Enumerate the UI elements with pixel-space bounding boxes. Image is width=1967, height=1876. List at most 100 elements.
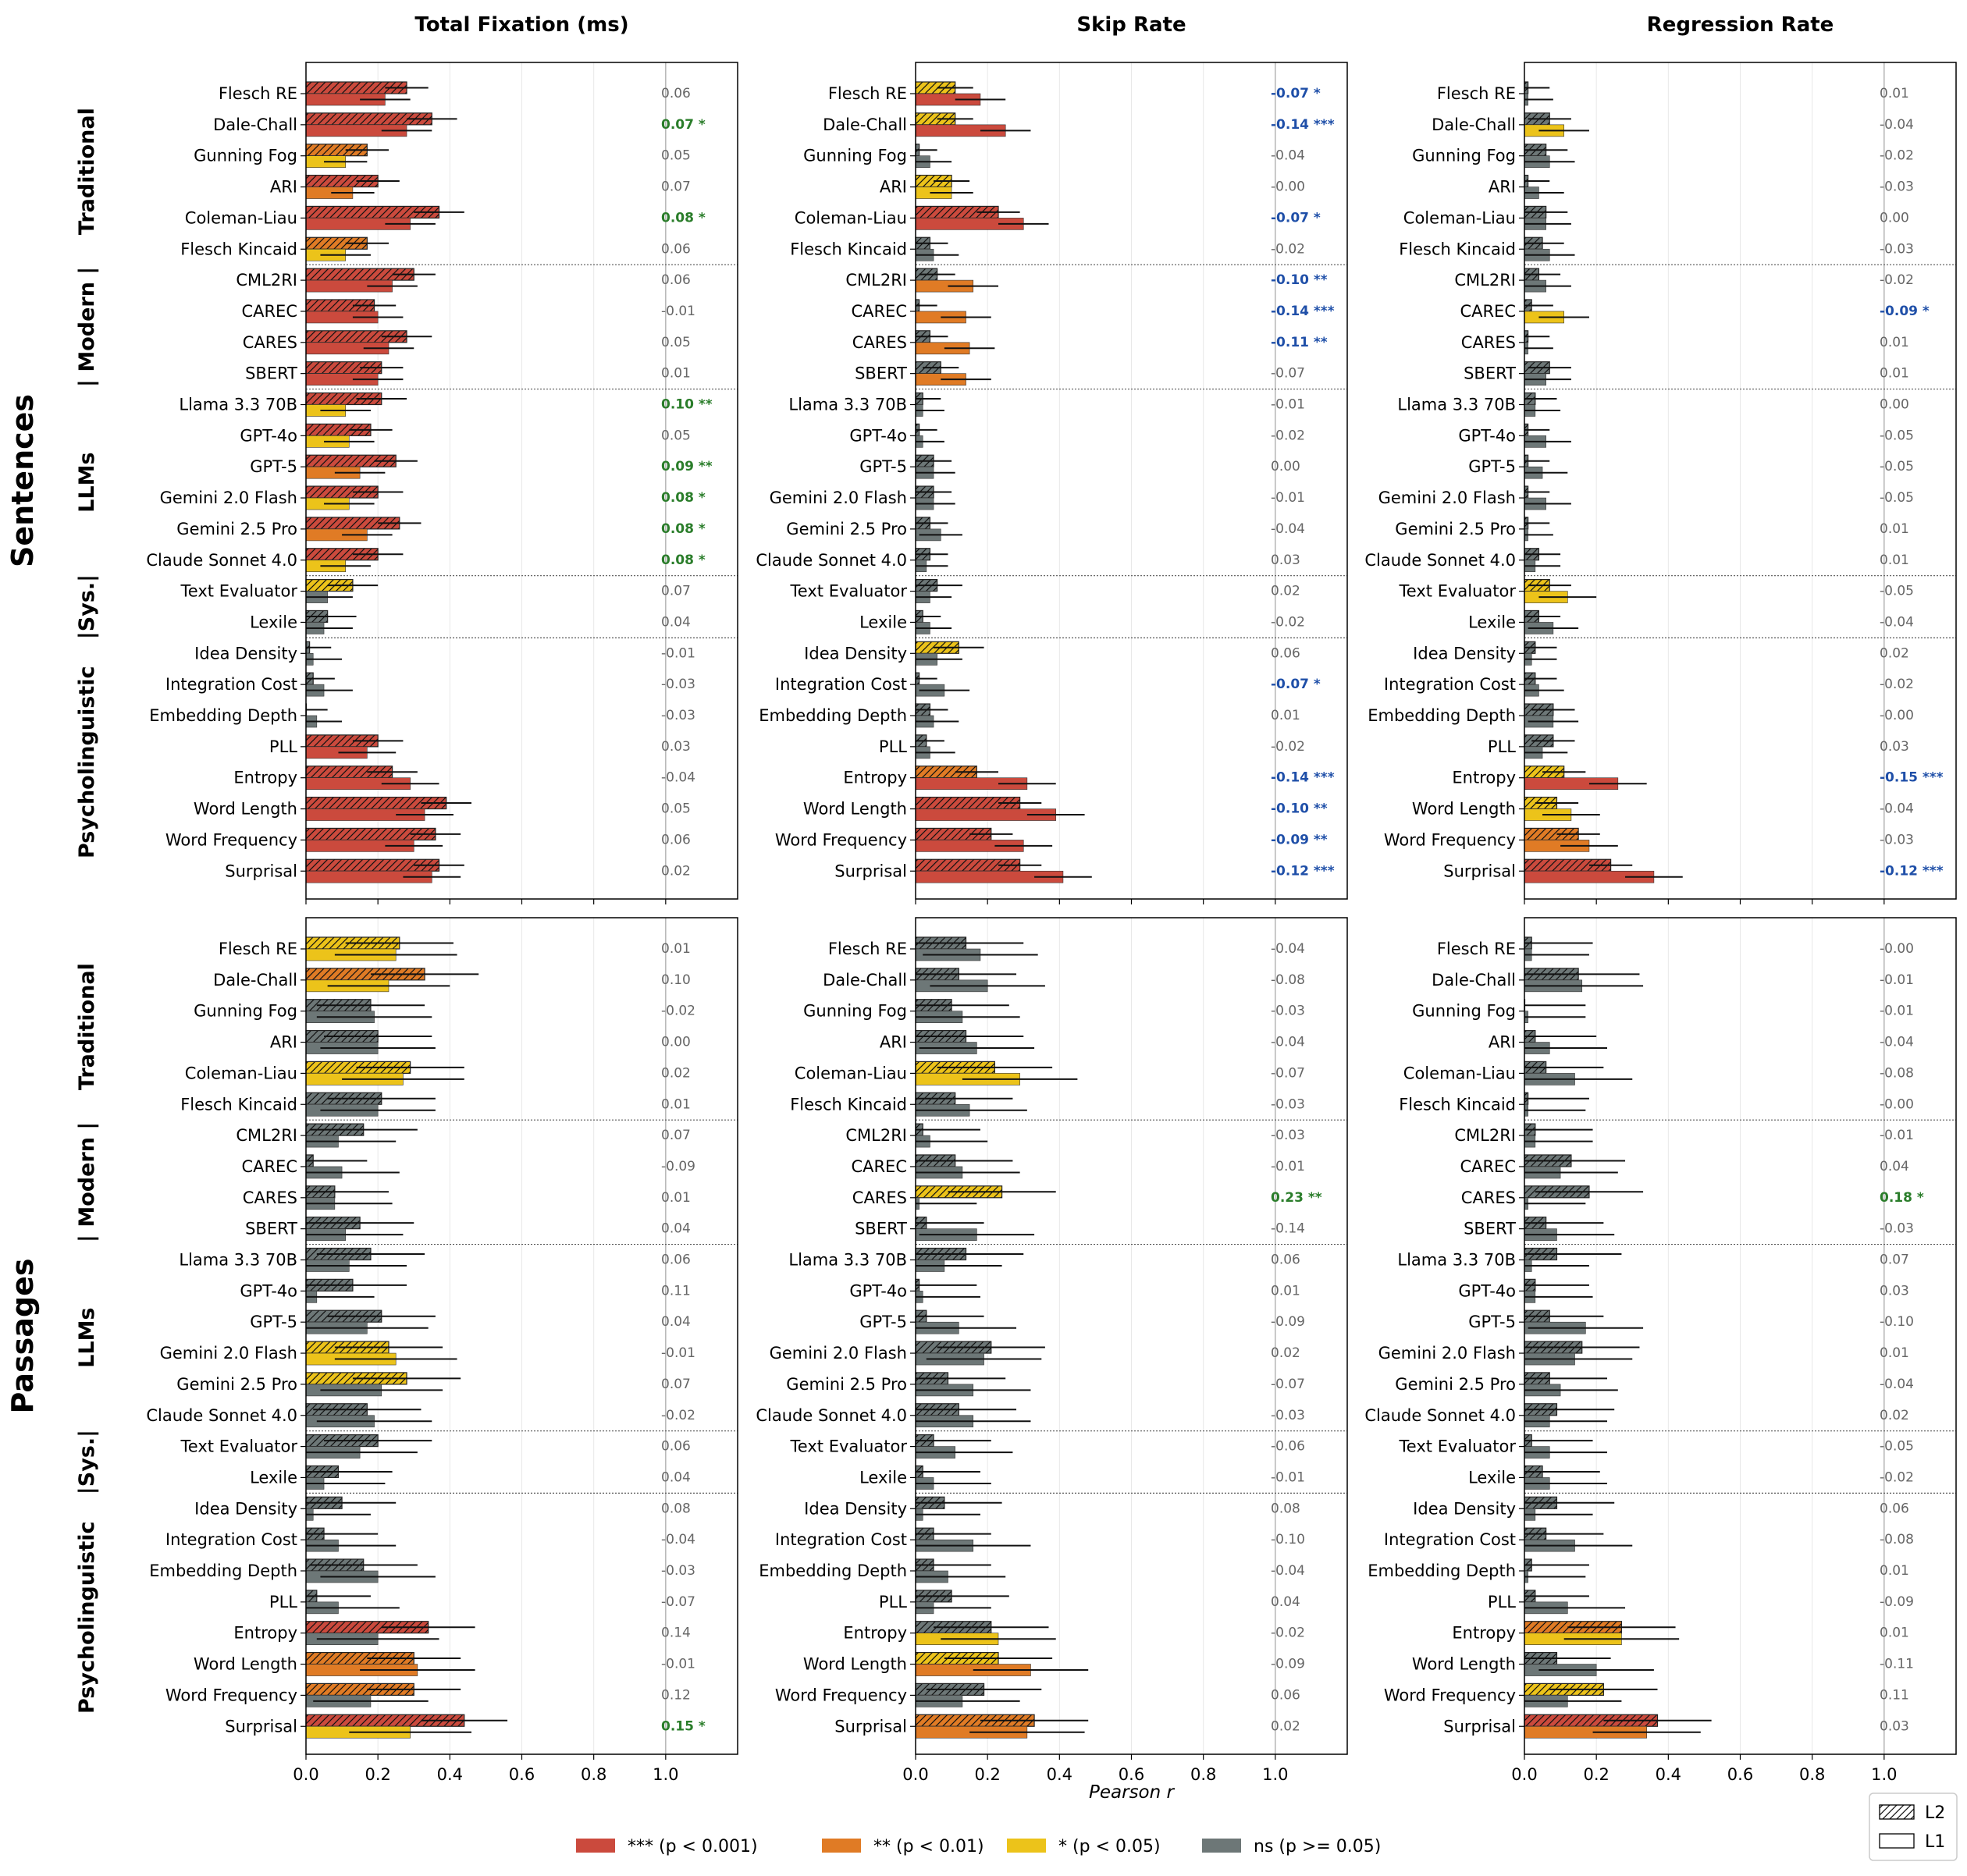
y-tick-label: Entropy	[233, 1624, 297, 1643]
diff-label: -0.04	[661, 1532, 695, 1547]
diff-label: -0.12 ***	[1880, 863, 1944, 879]
y-tick-label: GPT-5	[250, 1313, 297, 1331]
diff-label: -0.08	[1880, 1532, 1914, 1547]
y-tick-label: Coleman-Liau	[795, 208, 907, 227]
y-tick-label: Gunning Fog	[194, 1002, 297, 1021]
y-tick-label: Idea Density	[804, 644, 907, 663]
y-tick-label: CAREC	[241, 1157, 297, 1176]
legend-swatch	[1007, 1839, 1046, 1853]
diff-label: 0.04	[661, 1221, 691, 1237]
y-tick-label: Embedding Depth	[759, 706, 907, 725]
y-tick-label: Dale-Chall	[213, 971, 297, 990]
y-tick-label: Lexile	[1468, 613, 1516, 631]
panel-sentences-2: 0.01 Flesch RE -0.04 Dale-Chall -0.02 Gunning…	[1364, 62, 1957, 904]
x-tick-label: 1.0	[1871, 1765, 1897, 1784]
diff-label: -0.09	[1880, 1594, 1914, 1610]
diff-label: -0.03	[1880, 241, 1914, 257]
diff-label: -0.04	[1880, 117, 1914, 133]
y-tick-label: Embedding Depth	[149, 1562, 297, 1580]
y-tick-label: Idea Density	[1413, 644, 1516, 663]
diff-label: -0.07	[1271, 1065, 1305, 1081]
diff-label: -0.01	[1271, 1469, 1305, 1485]
diff-label: -0.10 **	[1271, 801, 1328, 817]
y-tick-label: Flesch Kincaid	[790, 1095, 907, 1114]
diff-label: -0.02	[1880, 677, 1914, 692]
diff-label: -0.04	[1880, 1035, 1914, 1050]
y-tick-label: GPT-5	[859, 457, 907, 476]
panel-passages-1: -0.04 Flesch RE -0.08 Dale-Chall -0.03 Gunnin…	[756, 917, 1348, 1784]
diff-label: -0.04	[1271, 1035, 1305, 1050]
diff-label: -0.03	[1880, 832, 1914, 847]
diff-label: -0.07	[1271, 366, 1305, 382]
y-tick-label: Lexile	[859, 1468, 907, 1487]
diff-label: -0.02	[1880, 272, 1914, 288]
y-tick-label: PLL	[269, 1593, 297, 1611]
diff-label: 0.07 *	[661, 117, 706, 133]
y-tick-label: GPT-5	[1468, 1313, 1516, 1331]
diff-label: 0.06	[661, 832, 691, 847]
y-tick-label: Claude Sonnet 4.0	[146, 551, 297, 570]
y-tick-label: Word Length	[1412, 800, 1516, 819]
y-tick-label: ARI	[880, 178, 907, 197]
x-tick-label: 0.0	[902, 1765, 928, 1784]
x-tick-label: 0.0	[1511, 1765, 1537, 1784]
y-tick-label: Embedding Depth	[759, 1562, 907, 1580]
x-tick-label: 0.8	[1190, 1765, 1216, 1784]
diff-label: -0.01	[1271, 1159, 1305, 1174]
y-tick-label: GPT-4o	[1458, 426, 1516, 445]
y-tick-label: GPT-4o	[849, 1281, 907, 1300]
diff-label: 0.06	[1271, 1687, 1300, 1703]
diff-label: 0.15 *	[661, 1718, 706, 1734]
diff-label: 0.05	[661, 428, 691, 443]
diff-label: 0.01	[1880, 1626, 1909, 1641]
diff-label: -0.03	[1271, 1004, 1305, 1019]
legend-label: ** (p < 0.01)	[873, 1837, 984, 1856]
panel-sentences-1: -0.07 * Flesch RE -0.14 *** Dale-Chall -0.04…	[756, 62, 1348, 904]
diff-label: -0.02	[1880, 1469, 1914, 1485]
diff-label: -0.04	[1271, 941, 1305, 957]
y-tick-label: Integration Cost	[775, 675, 907, 694]
y-tick-label: GPT-5	[250, 457, 297, 476]
y-tick-label: Coleman-Liau	[185, 1064, 297, 1082]
group-label: Psycholinguistic	[75, 666, 99, 859]
diff-label: 0.08 *	[661, 521, 706, 537]
diff-label: -0.05	[1880, 490, 1914, 506]
y-tick-label: Embedding Depth	[1368, 1562, 1516, 1580]
diff-label: 0.06	[1271, 645, 1300, 661]
y-tick-label: Gemini 2.0 Flash	[770, 489, 907, 507]
y-tick-label: SBERT	[1464, 1220, 1516, 1238]
y-tick-label: Entropy	[843, 1624, 907, 1643]
y-tick-label: Lexile	[859, 613, 907, 631]
y-tick-label: PLL	[879, 737, 907, 756]
x-tick-label: 1.0	[653, 1765, 678, 1784]
group-label: |Sys.|	[75, 1430, 99, 1494]
diff-label: -0.05	[1880, 1439, 1914, 1455]
y-tick-label: Entropy	[1452, 1624, 1516, 1643]
y-tick-label: Integration Cost	[1384, 1530, 1516, 1549]
diff-label: 0.02	[1271, 1718, 1300, 1734]
y-tick-label: CARES	[1461, 333, 1516, 352]
y-tick-label: GPT-5	[1468, 457, 1516, 476]
diff-label: 0.01	[661, 941, 691, 957]
y-tick-label: Flesch RE	[828, 940, 907, 958]
diff-label: -0.02	[1271, 614, 1305, 630]
diff-label: 0.06	[661, 1252, 691, 1268]
diff-label: -0.03	[661, 1563, 695, 1579]
group-label: |Sys.|	[75, 574, 99, 639]
diff-label: -0.04	[1880, 1377, 1914, 1392]
y-tick-label: Integration Cost	[165, 1530, 297, 1549]
y-tick-label: Llama 3.3 70B	[1397, 1251, 1516, 1270]
diff-label: -0.07	[661, 1594, 695, 1610]
diff-label: -0.09 **	[1271, 832, 1328, 847]
y-tick-label: Claude Sonnet 4.0	[146, 1406, 297, 1425]
y-tick-label: Gemini 2.0 Flash	[160, 489, 297, 507]
x-tick-label: 0.2	[365, 1765, 390, 1784]
y-tick-label: Lexile	[250, 1468, 297, 1487]
diff-label: -0.08	[1271, 972, 1305, 988]
diff-label: -0.09	[661, 1159, 695, 1174]
y-tick-label: Gunning Fog	[1412, 147, 1516, 165]
y-tick-label: Word Length	[194, 800, 297, 819]
y-tick-label: CML2RI	[236, 1126, 297, 1145]
y-tick-label: GPT-4o	[240, 1281, 297, 1300]
